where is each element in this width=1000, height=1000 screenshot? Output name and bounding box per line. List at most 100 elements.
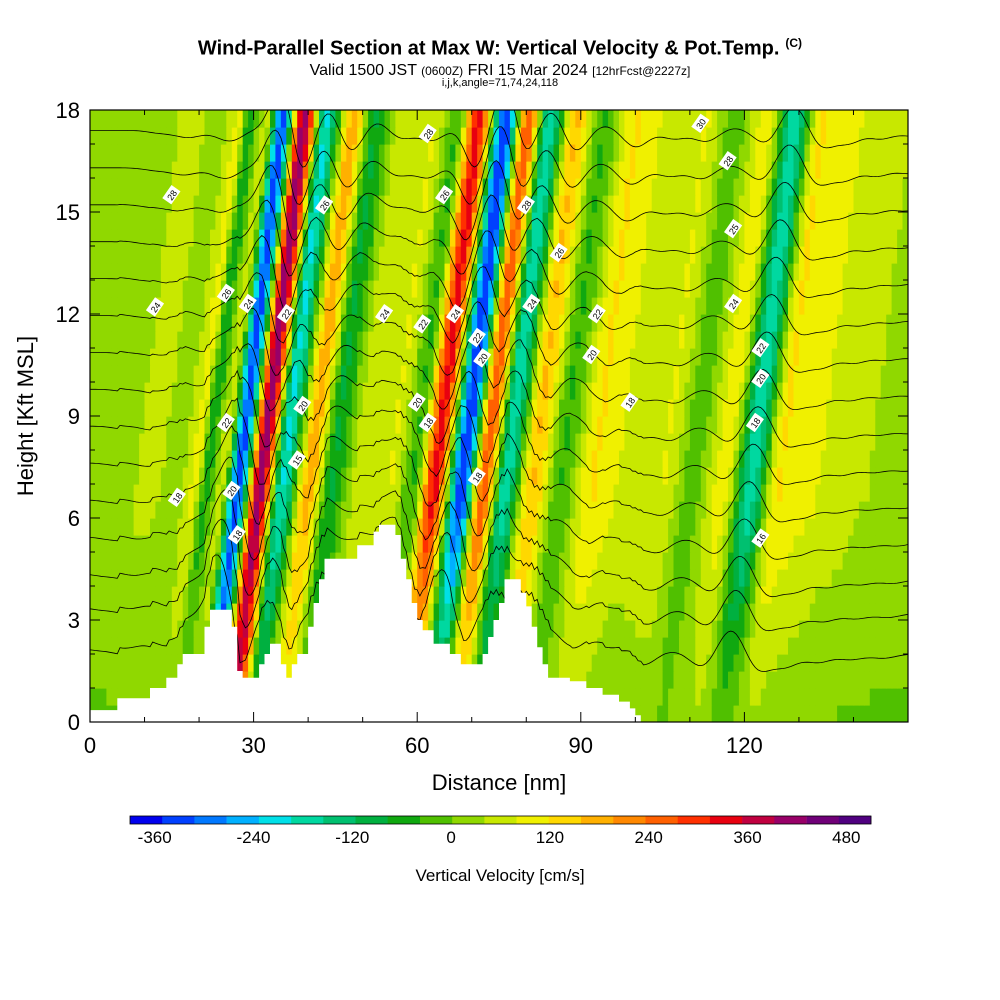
velocity-cell [111,467,118,485]
velocity-cell [280,518,287,536]
velocity-cell [515,195,522,213]
velocity-cell [853,637,860,655]
velocity-cell [542,348,549,366]
velocity-cell [504,552,511,570]
velocity-cell [591,671,598,689]
velocity-cell [449,263,456,281]
velocity-cell [253,246,260,264]
velocity-cell [559,433,566,451]
velocity-cell [291,501,298,519]
velocity-cell [575,280,582,298]
velocity-cell [340,212,347,230]
velocity-cell [215,246,222,264]
velocity-cell [144,229,151,247]
velocity-cell [798,552,805,570]
velocity-cell [766,314,773,332]
velocity-cell [270,603,277,621]
velocity-cell [837,178,844,196]
velocity-cell [368,365,375,383]
velocity-cell [864,671,871,689]
velocity-cell [122,331,129,349]
velocity-cell [657,229,664,247]
velocity-cell [449,552,456,570]
velocity-cell [291,637,298,655]
velocity-cell [302,161,309,179]
velocity-cell [602,331,609,349]
velocity-cell [411,195,418,213]
velocity-cell [842,212,849,230]
velocity-cell [886,637,893,655]
velocity-cell [537,603,544,621]
velocity-cell [608,212,615,230]
velocity-cell [150,263,157,281]
velocity-cell [706,433,713,451]
velocity-cell [700,433,707,451]
velocity-cell [902,348,908,366]
velocity-cell [848,620,855,638]
velocity-cell [319,552,326,570]
velocity-cell [619,246,626,264]
velocity-cell [188,484,195,502]
velocity-cell [433,314,440,332]
velocity-cell [706,365,713,383]
velocity-cell [351,518,358,536]
velocity-cell [389,212,396,230]
velocity-cell [880,552,887,570]
velocity-cell [722,382,729,400]
velocity-cell [619,654,626,672]
velocity-cell [395,365,402,383]
velocity-cell [613,399,620,417]
velocity-cell [242,450,249,468]
velocity-cell [837,314,844,332]
velocity-cell [417,297,424,315]
velocity-cell [526,399,533,417]
velocity-cell [798,535,805,553]
velocity-cell [297,178,304,196]
velocity-cell [586,212,593,230]
velocity-cell [597,348,604,366]
velocity-cell [793,331,800,349]
velocity-cell [711,552,718,570]
velocity-cell [717,195,724,213]
velocity-cell [864,280,871,298]
velocity-cell [629,467,636,485]
velocity-cell [199,569,206,587]
velocity-cell [526,365,533,383]
velocity-cell [755,518,762,536]
velocity-cell [362,178,369,196]
velocity-cell [204,433,211,451]
velocity-cell [640,365,647,383]
velocity-cell [406,399,413,417]
velocity-cell [90,620,97,638]
velocity-cell [749,246,756,264]
velocity-cell [837,365,844,383]
velocity-cell [880,433,887,451]
velocity-cell [520,280,527,298]
velocity-cell [280,144,287,162]
velocity-cell [542,314,549,332]
velocity-cell [809,688,816,706]
velocity-cell [580,603,587,621]
velocity-cell [259,637,266,655]
velocity-cell [253,178,260,196]
velocity-cell [297,518,304,536]
velocity-cell [548,229,555,247]
velocity-cell [406,348,413,366]
velocity-cell [237,382,244,400]
velocity-cell [864,603,871,621]
velocity-cell [782,229,789,247]
velocity-cell [548,603,555,621]
velocity-cell [744,671,751,689]
velocity-cell [280,297,287,315]
velocity-cell [738,263,745,281]
velocity-cell [559,552,566,570]
velocity-cell [275,569,282,587]
velocity-cell [864,688,871,706]
velocity-cell [559,569,566,587]
velocity-cell [335,535,342,553]
velocity-cell [613,535,620,553]
velocity-cell [171,280,178,298]
velocity-cell [711,671,718,689]
velocity-cell [853,484,860,502]
velocity-cell [711,229,718,247]
